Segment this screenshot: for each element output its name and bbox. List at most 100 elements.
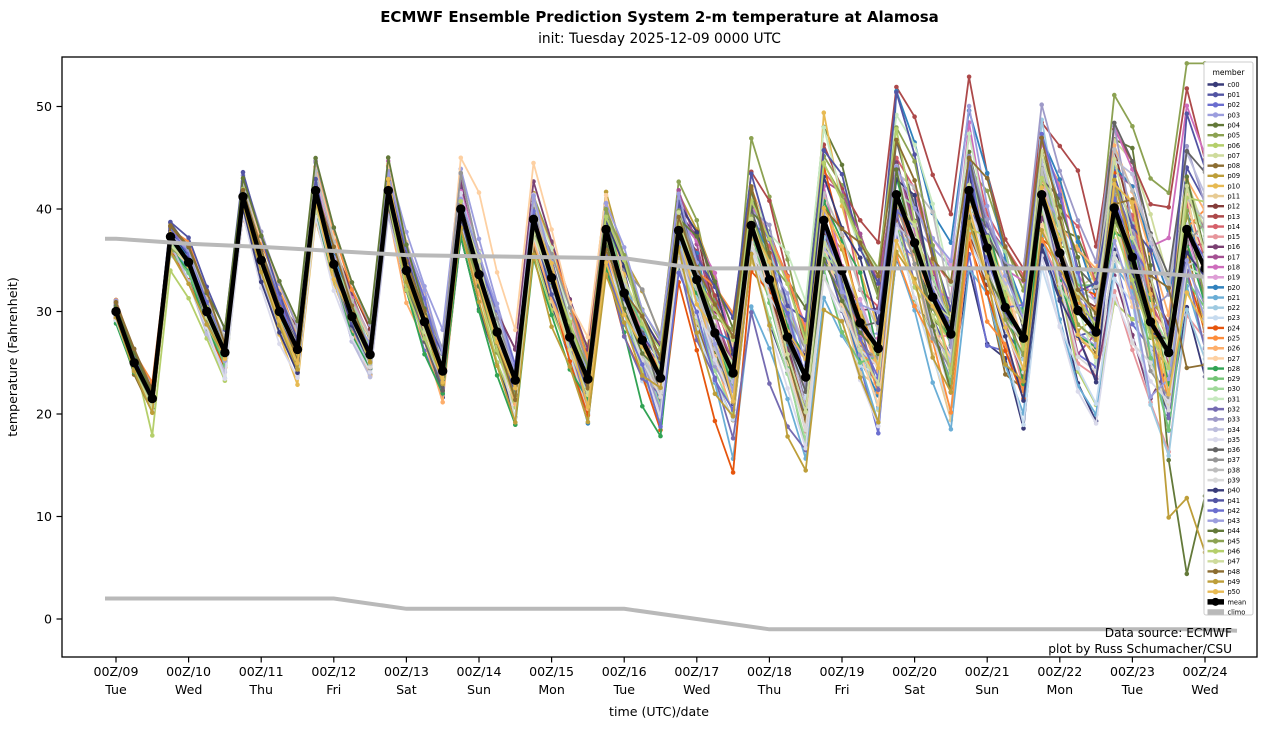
legend-swatch-marker-p34 (1212, 426, 1219, 433)
x-tick-label-00Z/12: 00Z/12 (311, 664, 356, 679)
legend-label-p33: p33 (1228, 416, 1241, 424)
legend-label-p34: p34 (1228, 426, 1241, 434)
legend-label-p01: p01 (1228, 91, 1241, 99)
legend-entry-mean: mean (1207, 597, 1246, 606)
legend-swatch-marker-p02 (1212, 102, 1219, 108)
legend-entry-p04: p04 (1207, 121, 1240, 129)
legend-entry-p34: p34 (1207, 426, 1241, 434)
legend-swatch-marker-mean (1211, 597, 1220, 606)
legend-label-p42: p42 (1228, 507, 1241, 515)
legend-entry-p39: p39 (1207, 477, 1240, 485)
y-tick-label-10: 10 (36, 509, 52, 524)
legend-label-p06: p06 (1228, 142, 1241, 150)
legend-entry-p13: p13 (1207, 213, 1241, 221)
legend-entry-p43: p43 (1207, 517, 1241, 525)
legend-label-p45: p45 (1228, 537, 1241, 545)
legend-label-p50: p50 (1228, 588, 1241, 596)
legend-label-p46: p46 (1228, 548, 1241, 556)
chart-title: ECMWF Ensemble Prediction System 2-m tem… (380, 8, 939, 26)
legend-entry-p20: p20 (1207, 284, 1240, 292)
legend-entry-p46: p46 (1207, 548, 1241, 556)
legend-swatch-marker-p23 (1212, 315, 1219, 321)
legend-label-p16: p16 (1228, 243, 1241, 251)
annotation-data-source: Data source: ECMWF (1105, 626, 1232, 640)
legend-swatch-marker-p15 (1212, 233, 1219, 240)
x-tick-day-label-Wed: Wed (683, 682, 710, 697)
legend: member c00 p01 p02 p03 p04 p05 p06 p07 p08 p09 p10 p… (1203, 61, 1254, 616)
legend-swatch-marker-p33 (1212, 416, 1219, 422)
legend-label-p29: p29 (1228, 375, 1241, 383)
legend-label-p11: p11 (1228, 192, 1241, 200)
legend-entry-climo: climo (1207, 608, 1245, 616)
member-markers-p35 (113, 190, 1208, 451)
legend-swatch-marker-p40 (1212, 487, 1219, 493)
legend-entry-p35: p35 (1207, 436, 1240, 444)
legend-label-p43: p43 (1228, 517, 1241, 525)
legend-swatch-marker-p35 (1212, 436, 1219, 443)
x-tick-day-label-Sat: Sat (904, 682, 925, 697)
member-markers-p38 (113, 147, 1208, 405)
legend-label-p07: p07 (1228, 152, 1241, 160)
legend-swatch-marker-p30 (1212, 386, 1219, 392)
x-tick-day-label-Tue: Tue (612, 682, 635, 697)
legend-entry-p40: p40 (1207, 487, 1240, 495)
x-tick-day-label-Wed: Wed (175, 682, 202, 697)
x-tick-label-00Z/21: 00Z/21 (965, 664, 1010, 679)
legend-entry-p25: p25 (1207, 335, 1240, 343)
x-tick-day-label-Tue: Tue (104, 682, 127, 697)
legend-entry-p32: p32 (1207, 406, 1240, 414)
legend-entry-p30: p30 (1207, 385, 1240, 393)
x-tick-label-00Z/14: 00Z/14 (457, 664, 502, 679)
x-tick-label-00Z/22: 00Z/22 (1037, 664, 1082, 679)
legend-title: member (1212, 68, 1245, 77)
legend-label-p08: p08 (1228, 162, 1241, 170)
legend-swatch-marker-p49 (1212, 578, 1219, 585)
legend-label-p37: p37 (1228, 456, 1241, 464)
x-tick-label-00Z/23: 00Z/23 (1110, 664, 1155, 679)
x-tick-day-label-Fri: Fri (834, 682, 849, 697)
legend-entry-p11: p11 (1207, 192, 1241, 200)
legend-label-p03: p03 (1228, 111, 1241, 119)
legend-entry-p12: p12 (1207, 203, 1240, 211)
legend-label-p49: p49 (1228, 578, 1241, 586)
legend-swatch-marker-p43 (1212, 518, 1219, 524)
x-tick-label-00Z/24: 00Z/24 (1183, 664, 1228, 679)
legend-entry-p15: p15 (1207, 233, 1240, 241)
legend-label-p21: p21 (1228, 294, 1241, 302)
legend-entry-p38: p38 (1207, 466, 1240, 474)
legend-label-p13: p13 (1228, 213, 1241, 221)
legend-swatch-marker-p39 (1212, 477, 1219, 483)
legend-entry-p42: p42 (1207, 507, 1241, 515)
series-layer (105, 61, 1238, 633)
legend-entry-p22: p22 (1207, 304, 1240, 312)
legend-swatch-marker-p01 (1212, 91, 1219, 98)
x-axis-label: time (UTC)/date (609, 704, 709, 719)
legend-entry-p16: p16 (1207, 243, 1241, 251)
x-tick-label-00Z/18: 00Z/18 (747, 664, 792, 679)
climo-upper-line (105, 236, 1238, 281)
legend-swatch-marker-p21 (1212, 294, 1219, 301)
x-tick-label-00Z/10: 00Z/10 (166, 664, 211, 679)
y-tick-label-50: 50 (36, 99, 52, 114)
legend-label-p18: p18 (1228, 263, 1241, 271)
legend-entry-p01: p01 (1207, 91, 1241, 99)
x-tick-day-label-Thu: Thu (757, 682, 782, 697)
legend-label-p14: p14 (1228, 223, 1241, 231)
climo-lower-line (105, 596, 1238, 633)
legend-swatch-marker-p24 (1212, 325, 1219, 331)
legend-entry-p02: p02 (1207, 101, 1240, 109)
member-markers-p43 (113, 103, 1208, 400)
legend-label-p23: p23 (1228, 314, 1241, 322)
legend-entry-p14: p14 (1207, 223, 1241, 231)
x-tick-day-label-Fri: Fri (326, 682, 341, 697)
legend-entry-p29: p29 (1207, 375, 1241, 383)
legend-swatch-marker-p48 (1212, 568, 1219, 575)
legend-swatch-marker-p18 (1212, 264, 1219, 270)
legend-entry-p03: p03 (1207, 111, 1241, 119)
y-tick-label-20: 20 (36, 406, 52, 421)
legend-swatch-marker-p13 (1212, 213, 1219, 220)
legend-entry-c00: c00 (1207, 81, 1240, 89)
legend-label-p31: p31 (1228, 395, 1241, 403)
legend-entry-p36: p36 (1207, 446, 1240, 454)
legend-entry-p27: p27 (1207, 355, 1240, 363)
